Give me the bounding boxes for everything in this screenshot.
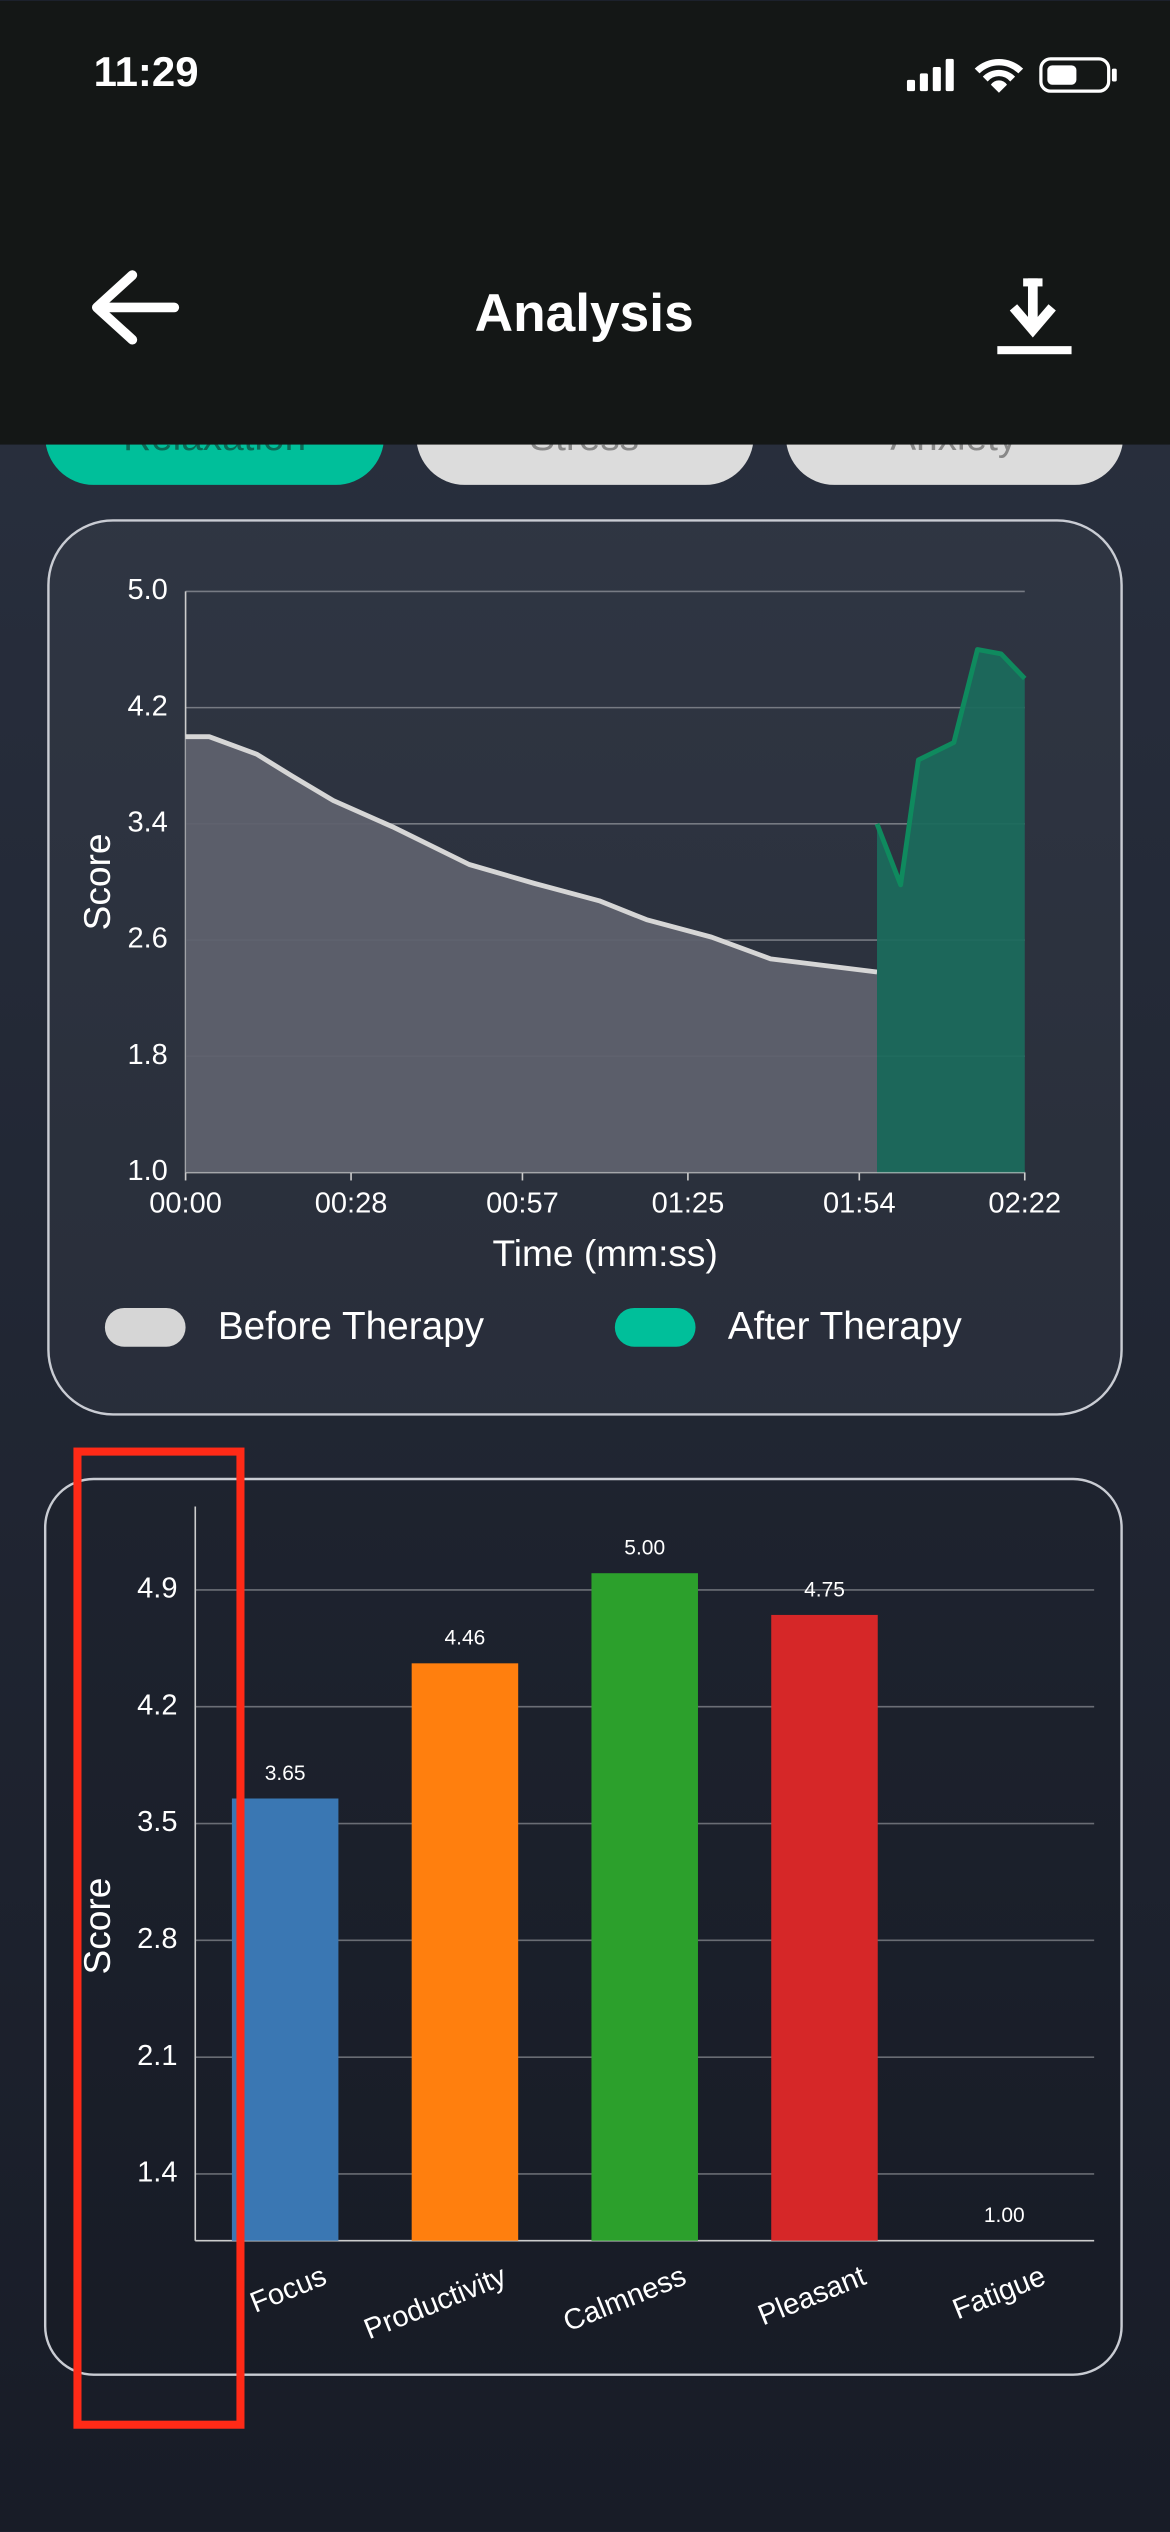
y-tick-label: 3.4 — [127, 806, 167, 838]
y-axis-label: Score — [76, 833, 118, 930]
back-button[interactable] — [91, 270, 180, 345]
line — [874, 647, 1027, 888]
y-tick-label: 2.1 — [137, 2040, 177, 2072]
value-label: 4.75 — [804, 1578, 845, 1601]
area — [877, 649, 1025, 1173]
status-icons — [906, 57, 1117, 93]
legend-swatch — [104, 1307, 186, 1347]
y-tick-label: 2.8 — [137, 1923, 177, 1955]
value-label: 4.46 — [445, 1627, 486, 1650]
y-tick-label: 1.8 — [127, 1039, 167, 1071]
x-axis-label: Time (mm:ss) — [492, 1232, 717, 1274]
x-tick-label: 01:25 — [652, 1187, 725, 1219]
y-tick-label: 4.9 — [137, 1573, 177, 1605]
x-tick-label: 00:00 — [149, 1187, 222, 1219]
x-tick-label: 00:57 — [486, 1187, 559, 1219]
value-label: 5.00 — [624, 1537, 665, 1560]
download-button[interactable] — [997, 278, 1072, 355]
y-tick-label: 4.2 — [127, 690, 167, 722]
header-bar — [0, 0, 1170, 445]
legend-swatch — [614, 1307, 696, 1347]
value-label: 3.65 — [265, 1762, 306, 1785]
y-axis-label: Score — [76, 1878, 118, 1975]
legend-label: Before Therapy — [218, 1305, 485, 1348]
y-tick-label: 2.6 — [127, 923, 167, 955]
x-tick-label: 00:28 — [315, 1187, 388, 1219]
y-tick-label: 1.4 — [137, 2157, 177, 2189]
area — [185, 736, 878, 1173]
line — [185, 734, 878, 975]
x-tick-label: 01:54 — [823, 1187, 896, 1219]
highlight-box — [73, 1447, 245, 2429]
value-label: 1.00 — [984, 2204, 1025, 2227]
status-time: 11:29 — [94, 48, 199, 95]
x-tick-label: 02:22 — [988, 1187, 1061, 1219]
bar — [411, 1663, 519, 2241]
y-tick-label: 3.5 — [137, 1806, 177, 1838]
y-tick-label: 5.0 — [127, 574, 167, 606]
bar — [231, 1798, 339, 2241]
y-tick-label: 1.0 — [127, 1155, 167, 1187]
legend-label: After Therapy — [728, 1305, 963, 1348]
y-tick-label: 4.2 — [137, 1689, 177, 1721]
bar — [771, 1614, 878, 2241]
header-title: Analysis — [475, 284, 694, 343]
bar — [591, 1573, 698, 2241]
